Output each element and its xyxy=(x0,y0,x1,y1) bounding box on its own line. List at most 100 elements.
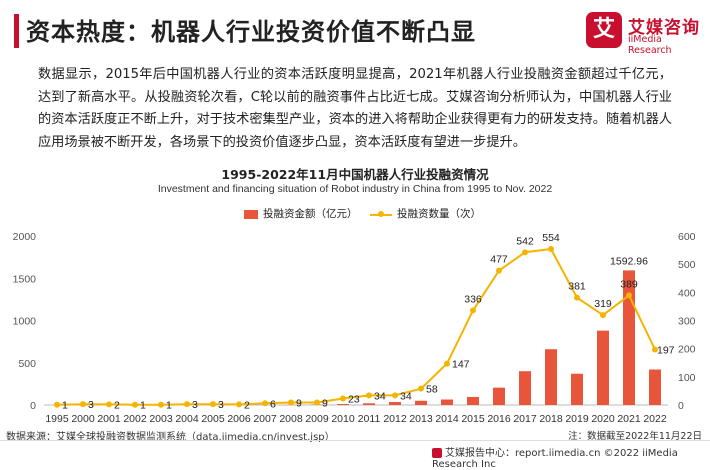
count-point-2021 xyxy=(626,292,632,298)
y-right-tick-label: 0 xyxy=(678,400,684,412)
count-value-label: 2 xyxy=(114,399,120,411)
count-value-label: 319 xyxy=(594,298,612,310)
x-tick-label: 2005 xyxy=(201,413,225,425)
x-tick-label: 2011 xyxy=(358,413,381,425)
x-tick-label: 2002 xyxy=(123,413,147,425)
count-value-label: 6 xyxy=(270,398,276,410)
count-point-2003 xyxy=(158,402,164,408)
x-tick-label: 2017 xyxy=(513,413,537,425)
x-tick-label: 2016 xyxy=(487,413,511,425)
x-tick-label: 2015 xyxy=(461,413,485,425)
chart-subtitle: Investment and financing situation of Ro… xyxy=(0,183,710,195)
legend-item-count: 投融资数量（次） xyxy=(370,206,481,221)
x-tick-label: 2006 xyxy=(227,413,251,425)
x-tick-label: 2019 xyxy=(565,413,589,425)
count-value-label: 477 xyxy=(490,254,508,266)
x-tick-label: 2001 xyxy=(97,413,121,425)
count-value-label: 9 xyxy=(296,397,302,409)
bar-2020 xyxy=(597,331,609,405)
title-accent-bar xyxy=(14,14,19,48)
x-tick-label: 2022 xyxy=(643,413,667,425)
bar-2022 xyxy=(649,370,661,405)
x-tick-label: 2014 xyxy=(435,413,459,425)
y-right-tick-label: 300 xyxy=(678,316,696,328)
count-point-2011 xyxy=(366,392,372,398)
count-point-2012 xyxy=(392,392,398,398)
x-tick-label: 2008 xyxy=(279,413,303,425)
report-center-icon xyxy=(432,448,442,458)
logo-mark-icon: 艾 xyxy=(586,12,622,48)
count-point-2014 xyxy=(444,361,450,367)
count-point-2007 xyxy=(262,400,268,406)
y-right-tick-label: 400 xyxy=(678,287,696,299)
brand-logo: 艾 艾媒咨询 iiMedia Research xyxy=(586,12,704,52)
x-tick-label: 2009 xyxy=(305,413,329,425)
bar-2012 xyxy=(389,402,401,405)
count-value-label: 34 xyxy=(374,390,386,402)
count-point-2004 xyxy=(184,401,190,407)
count-point-2005 xyxy=(210,401,216,407)
count-value-label: 389 xyxy=(620,278,638,290)
count-point-2015 xyxy=(470,307,476,313)
count-value-label: 34 xyxy=(400,390,412,402)
x-tick-label: 2021 xyxy=(617,413,641,425)
x-tick-label: 2000 xyxy=(71,413,95,425)
bar-2018 xyxy=(545,349,557,405)
count-point-2013 xyxy=(418,386,424,392)
count-value-label: 3 xyxy=(218,399,224,411)
page-title: 资本热度：机器人行业投资价值不断凸显 xyxy=(26,12,476,47)
count-value-label: 58 xyxy=(426,384,438,396)
count-value-label: 3 xyxy=(88,399,94,411)
y-left-tick-label: 500 xyxy=(18,358,36,370)
bar-2014 xyxy=(441,400,453,405)
count-point-2020 xyxy=(600,312,606,318)
count-point-2010 xyxy=(340,396,346,402)
bar-2021 xyxy=(623,270,635,405)
x-tick-label: 2020 xyxy=(591,413,615,425)
count-point-2009 xyxy=(314,399,320,405)
count-point-2016 xyxy=(496,268,502,274)
y-right-tick-label: 500 xyxy=(678,259,696,271)
bar-2017 xyxy=(519,371,531,405)
count-point-2017 xyxy=(522,249,528,255)
count-value-label: 1 xyxy=(62,400,68,412)
x-tick-label: 2012 xyxy=(383,413,407,425)
y-right-tick-label: 100 xyxy=(678,372,696,384)
count-point-2018 xyxy=(548,246,554,252)
legend-bar-swatch xyxy=(244,210,258,219)
y-left-tick-label: 0 xyxy=(30,400,36,412)
count-value-label: 23 xyxy=(348,394,360,406)
x-tick-label: 2003 xyxy=(149,413,173,425)
legend-label-count: 投融资数量（次） xyxy=(397,208,481,220)
y-left-tick-label: 1500 xyxy=(13,273,37,285)
count-value-label: 554 xyxy=(542,232,560,244)
bar-2015 xyxy=(467,397,479,405)
y-right-tick-label: 200 xyxy=(678,344,696,356)
x-tick-label: 1995 xyxy=(45,413,69,425)
description-paragraph: 数据显示，2015年后中国机器人行业的资本活跃度明显提高，2021年机器人行业投… xyxy=(38,64,672,154)
x-tick-label: 2004 xyxy=(175,413,199,425)
count-value-label: 542 xyxy=(516,235,534,247)
bar-2019 xyxy=(571,374,583,405)
y-left-tick-label: 2000 xyxy=(13,231,37,243)
bar-2011 xyxy=(363,403,375,405)
count-point-2019 xyxy=(574,295,580,301)
count-point-2001 xyxy=(106,401,112,407)
count-point-1995 xyxy=(54,402,60,408)
count-point-2008 xyxy=(288,399,294,405)
y-right-tick-label: 600 xyxy=(678,231,696,243)
count-value-label: 336 xyxy=(464,293,482,305)
y-left-tick-label: 1000 xyxy=(13,316,37,328)
footer-credit-text: 艾媒报告中心：report.iimedia.cn ©2022 iiMedia R… xyxy=(432,448,678,470)
count-value-label: 147 xyxy=(452,359,470,371)
count-value-label: 1 xyxy=(166,400,172,412)
bar-2016 xyxy=(493,388,505,405)
count-point-2006 xyxy=(236,401,242,407)
legend-item-amount: 投融资金额（亿元） xyxy=(244,206,358,221)
x-tick-label: 2018 xyxy=(539,413,563,425)
chart-title: 1995-2022年11月中国机器人行业投融资情况 xyxy=(0,164,710,183)
count-value-label: 197 xyxy=(657,345,675,357)
footer-credit: 艾媒报告中心：report.iimedia.cn ©2022 iiMedia R… xyxy=(432,444,710,470)
x-tick-label: 2013 xyxy=(409,413,433,425)
